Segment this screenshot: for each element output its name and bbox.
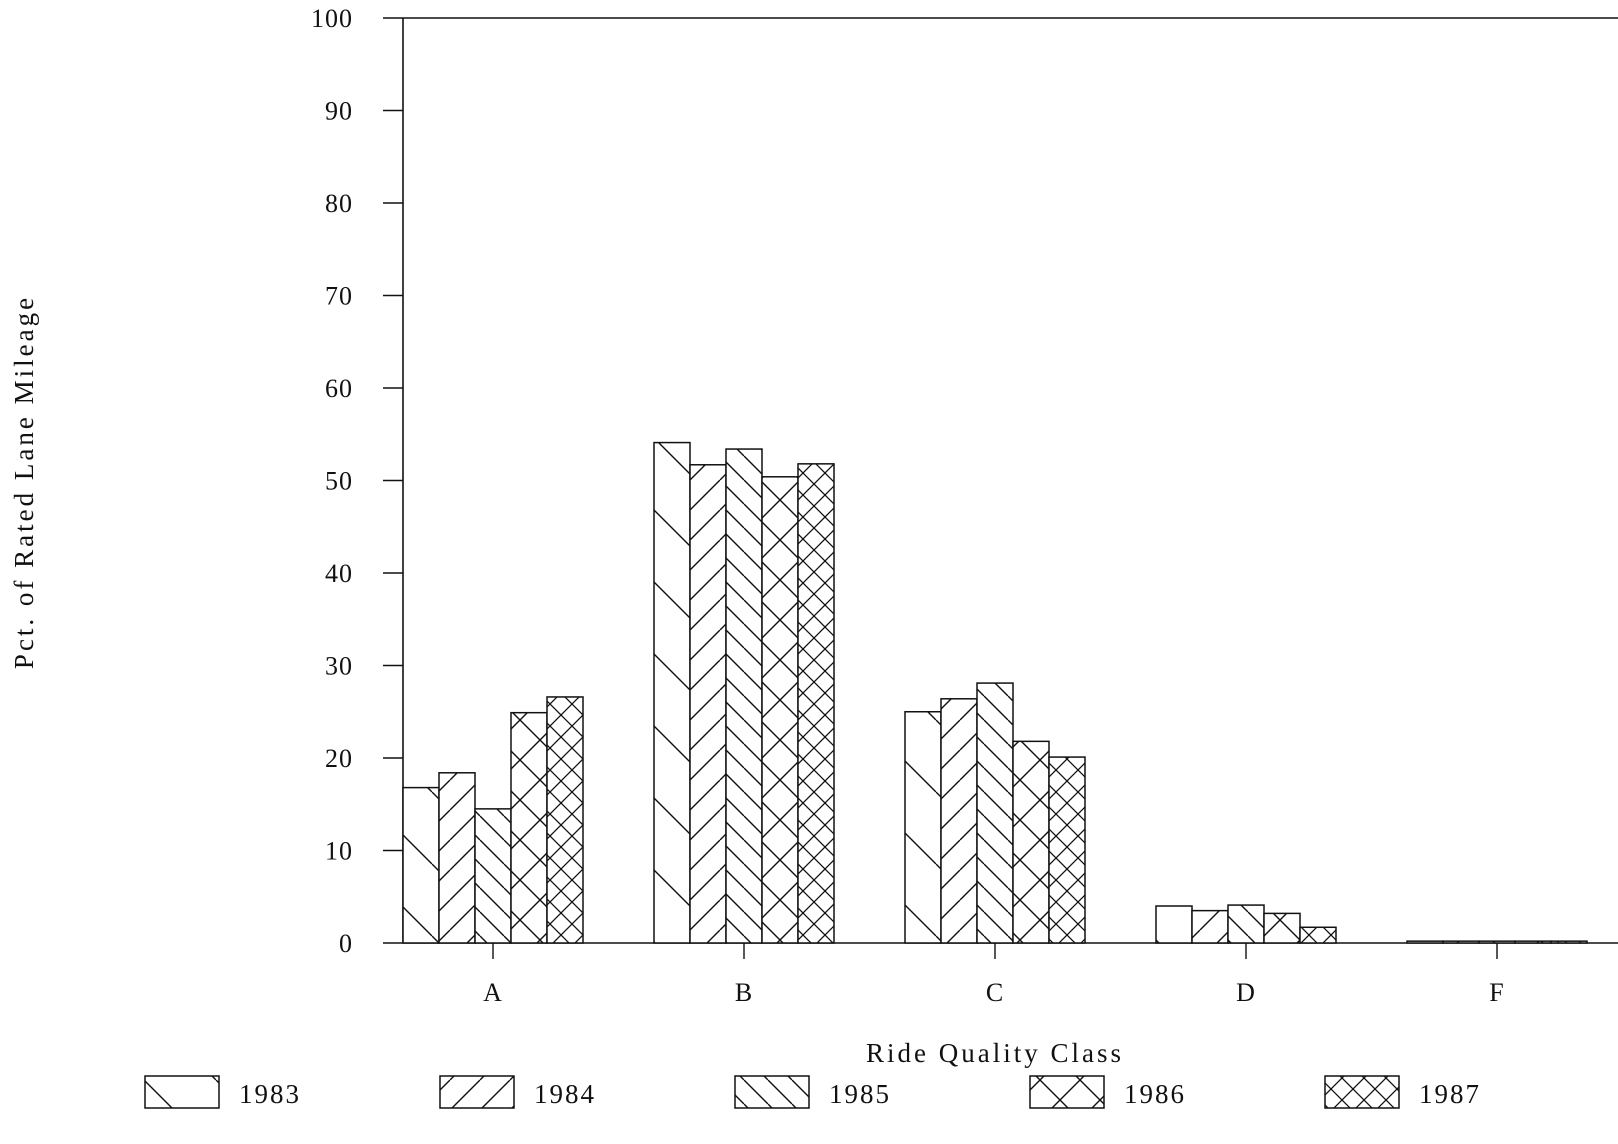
bar-d-1983 <box>1155 905 1193 944</box>
bar-a-1985 <box>474 808 512 944</box>
y-axis: 0 10 20 30 40 50 60 70 80 90 100 <box>311 4 1618 958</box>
bar-b-1983 <box>653 441 691 944</box>
bar-d-1987 <box>1299 926 1337 944</box>
y-tick-label: 0 <box>339 929 353 958</box>
bar-f-1984 <box>1442 940 1480 944</box>
y-tick-label: 70 <box>325 282 353 311</box>
legend-label-1984: 1984 <box>534 1079 596 1109</box>
x-tick-label-c: C <box>986 978 1004 1007</box>
legend-swatch-1986 <box>1029 1075 1105 1109</box>
y-tick-label: 30 <box>325 652 353 681</box>
bar-b-1987 <box>797 463 835 944</box>
bar-c-1985 <box>976 682 1014 944</box>
x-tick-label-a: A <box>483 978 503 1007</box>
bar-b-1986 <box>761 476 799 944</box>
y-tick-label: 90 <box>325 97 353 126</box>
y-tick-label: 100 <box>311 4 353 33</box>
y-tick-label: 10 <box>325 837 353 866</box>
y-axis-title: Pct. of Rated Lane Mileage <box>9 295 39 669</box>
legend-label-1983: 1983 <box>239 1079 301 1109</box>
legend-swatch-1987 <box>1324 1075 1400 1109</box>
bar-c-1986 <box>1012 740 1050 944</box>
bars <box>402 441 1588 944</box>
y-tick-label: 80 <box>325 189 353 218</box>
bar-f-1983 <box>1406 940 1444 944</box>
legend-label-1985: 1985 <box>829 1079 891 1109</box>
bar-f-1987 <box>1550 940 1588 944</box>
bar-b-1984 <box>689 464 727 944</box>
y-tick-label: 20 <box>325 744 353 773</box>
x-tick-label-d: D <box>1236 978 1256 1007</box>
y-tick-label: 40 <box>325 559 353 588</box>
bar-a-1986 <box>510 711 548 944</box>
legend-swatch-1985 <box>734 1075 810 1109</box>
bar-a-1984 <box>438 772 476 944</box>
bar-c-1983 <box>904 711 942 944</box>
bar-d-1984 <box>1191 909 1229 944</box>
legend-label-1986: 1986 <box>1124 1079 1186 1109</box>
bar-f-1985 <box>1478 940 1516 944</box>
bar-f-1986 <box>1514 940 1552 944</box>
bar-a-1983 <box>402 786 440 944</box>
bar-c-1984 <box>940 698 978 944</box>
x-tick-label-b: B <box>735 978 753 1007</box>
legend-label-1987: 1987 <box>1419 1079 1481 1109</box>
x-tick-label-f: F <box>1489 978 1504 1007</box>
bar-d-1986 <box>1263 912 1301 944</box>
y-tick-label: 50 <box>325 467 353 496</box>
legend-swatch-1984 <box>439 1075 515 1109</box>
x-axis-title: Ride Quality Class <box>866 1038 1124 1068</box>
legend-swatch-1983 <box>144 1075 220 1109</box>
y-tick-label: 60 <box>325 374 353 403</box>
bar-c-1987 <box>1048 756 1086 944</box>
legend: 1983 1984 1985 1986 1987 <box>144 1075 1481 1109</box>
bar-a-1987 <box>546 696 584 944</box>
bar-b-1985 <box>725 448 763 944</box>
bar-d-1985 <box>1227 904 1265 944</box>
